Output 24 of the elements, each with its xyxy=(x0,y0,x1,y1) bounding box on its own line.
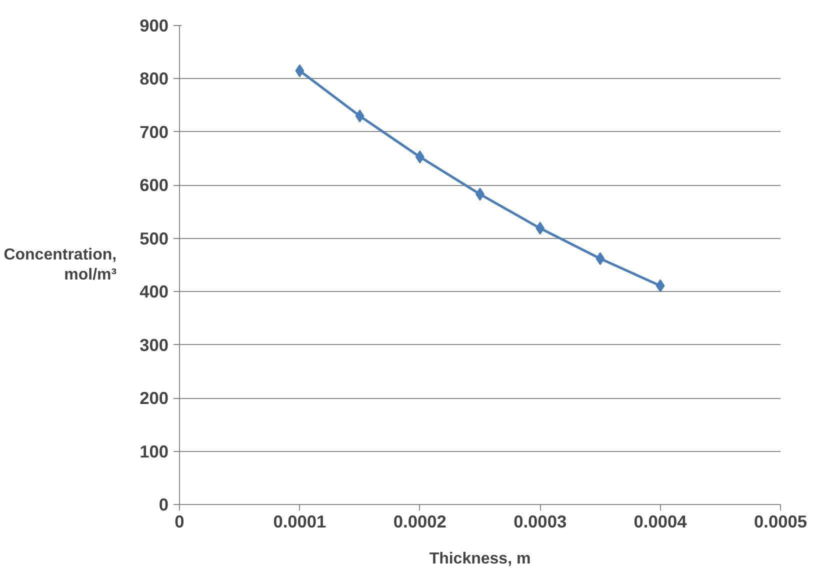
y-tick-label: 0 xyxy=(158,494,169,514)
x-tick-label: 0.0003 xyxy=(514,512,567,532)
y-axis-title: Concentration, mol/m³ xyxy=(4,246,117,284)
point xyxy=(596,252,605,266)
y-tick-label: 400 xyxy=(140,282,169,302)
y-tick-label: 200 xyxy=(140,388,169,408)
y-tick-label: 100 xyxy=(140,441,169,462)
y-tick-label: 700 xyxy=(140,122,169,142)
x-tick-label: 0.0004 xyxy=(634,512,688,532)
x-tick-label: 0.0002 xyxy=(393,512,446,532)
y-tick-label: 600 xyxy=(140,175,169,196)
y-tick-label: 900 xyxy=(140,16,169,36)
point xyxy=(295,64,304,78)
x-axis-title: Thickness, m xyxy=(429,550,531,568)
y-tick-label: 800 xyxy=(140,68,169,89)
y-tick-label: 300 xyxy=(140,334,169,355)
point xyxy=(536,222,545,235)
point xyxy=(355,109,364,122)
y-tick-label: 500 xyxy=(140,228,169,248)
x-tick-label: 0.0005 xyxy=(754,512,808,532)
point xyxy=(415,150,424,164)
x-tick-label: 0 xyxy=(174,512,184,532)
point xyxy=(656,279,665,292)
x-tick-label: 0.0001 xyxy=(273,512,327,532)
